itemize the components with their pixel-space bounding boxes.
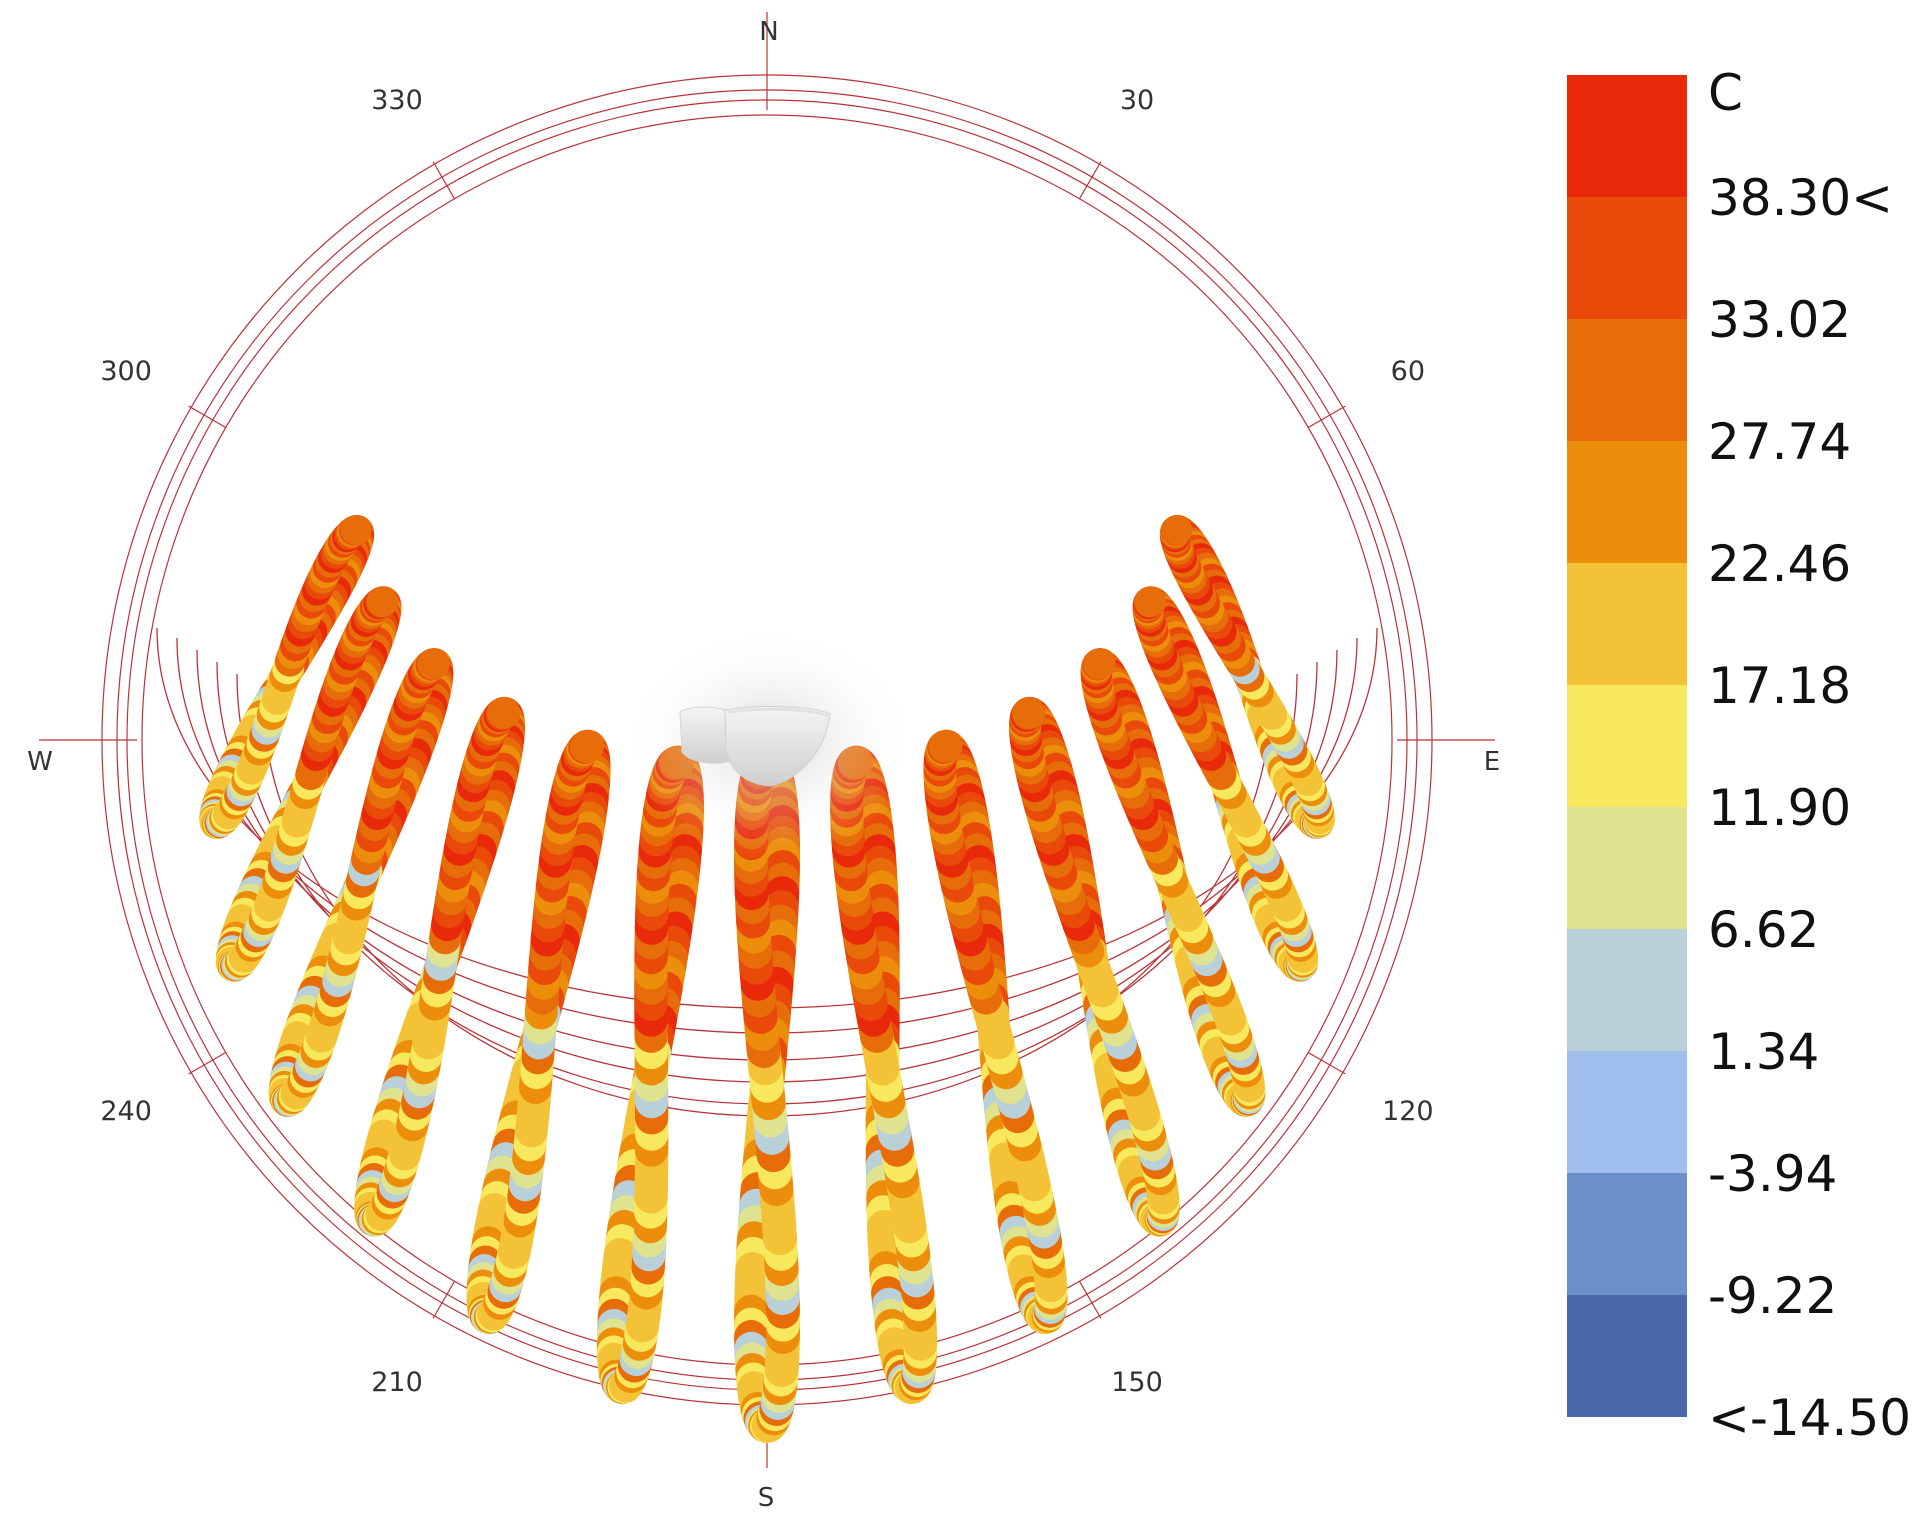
legend-swatch-2 <box>1567 197 1687 319</box>
azimuth-tick-300 <box>188 405 227 429</box>
analemma-hour-14 <box>466 729 611 1335</box>
azimuth-tick-240 <box>188 1051 227 1075</box>
legend-labels: 38.30< 33.02 27.74 22.46 17.18 11.90 6.62 1.34 -… <box>1708 169 1911 1447</box>
direction-labels: N E S W <box>27 17 1500 1513</box>
azimuth-tick-120 <box>1307 1051 1346 1075</box>
analemma-hour-7 <box>1132 586 1319 982</box>
legend-swatch-4 <box>1567 441 1687 563</box>
azimuth-label-30: 30 <box>1120 85 1154 116</box>
legend-label-8: 1.34 <box>1708 1023 1819 1081</box>
analemma-hour-8 <box>1080 648 1266 1117</box>
analemma-hour-10 <box>923 729 1068 1335</box>
legend-label-4: 22.46 <box>1708 535 1851 593</box>
azimuth-tick-30 <box>1078 161 1102 200</box>
azimuth-label-150: 150 <box>1111 1367 1163 1398</box>
legend-label-6: 11.90 <box>1708 779 1851 837</box>
west-label: W <box>27 747 53 777</box>
analemma-hour-11 <box>830 745 938 1405</box>
azimuth-label-330: 330 <box>371 85 423 116</box>
east-label: E <box>1484 747 1500 777</box>
azimuth-tick-210 <box>432 1280 456 1319</box>
legend-swatch-9 <box>1567 1051 1687 1173</box>
azimuth-label-210: 210 <box>371 1367 423 1398</box>
analemma-hour-17 <box>215 586 402 982</box>
analemma-hour-9 <box>1009 696 1180 1237</box>
legend-swatch-10 <box>1567 1173 1687 1295</box>
legend-swatch-11 <box>1567 1295 1687 1417</box>
analemma-hour-6 <box>1159 515 1335 839</box>
legend: C 38.30< 33.02 27.74 22.46 17.18 11.90 6.62 1.3… <box>1567 64 1911 1447</box>
analemma-hour-12 <box>734 744 800 1443</box>
legend-label-2: 33.02 <box>1708 291 1851 349</box>
legend-label-3: 27.74 <box>1708 413 1851 471</box>
south-label: S <box>758 1483 775 1513</box>
analemma-group <box>199 515 1335 1443</box>
legend-swatch-7 <box>1567 807 1687 929</box>
legend-swatch-6 <box>1567 685 1687 807</box>
azimuth-label-60: 60 <box>1391 356 1425 387</box>
legend-label-7: 6.62 <box>1708 901 1819 959</box>
legend-label-10: -9.22 <box>1708 1267 1837 1325</box>
azimuth-label-120: 120 <box>1382 1096 1434 1127</box>
azimuth-tick-150 <box>1078 1280 1102 1319</box>
north-label: N <box>759 17 778 47</box>
analemma-hour-15 <box>354 696 525 1237</box>
legend-swatch-3 <box>1567 319 1687 441</box>
legend-swatches <box>1567 75 1687 1417</box>
azimuth-label-240: 240 <box>100 1096 152 1127</box>
azimuth-labels: 30 60 120 150 210 240 300 330 <box>100 85 1433 1398</box>
legend-label-5: 17.18 <box>1708 657 1851 715</box>
legend-swatch-8 <box>1567 929 1687 1051</box>
legend-swatch-1 <box>1567 75 1687 197</box>
analemma-hour-16 <box>268 648 454 1117</box>
legend-label-11: <-14.50 <box>1708 1389 1911 1447</box>
legend-label-9: -3.94 <box>1708 1145 1837 1203</box>
analemma-hour-18 <box>199 515 375 839</box>
analemma-hour-13 <box>596 745 704 1405</box>
legend-label-1: 38.30< <box>1708 169 1893 227</box>
azimuth-label-300: 300 <box>100 356 152 387</box>
legend-swatch-5 <box>1567 563 1687 685</box>
legend-unit: C <box>1708 64 1743 122</box>
azimuth-tick-330 <box>432 161 456 200</box>
azimuth-tick-60 <box>1307 405 1346 429</box>
building-model <box>620 625 920 855</box>
